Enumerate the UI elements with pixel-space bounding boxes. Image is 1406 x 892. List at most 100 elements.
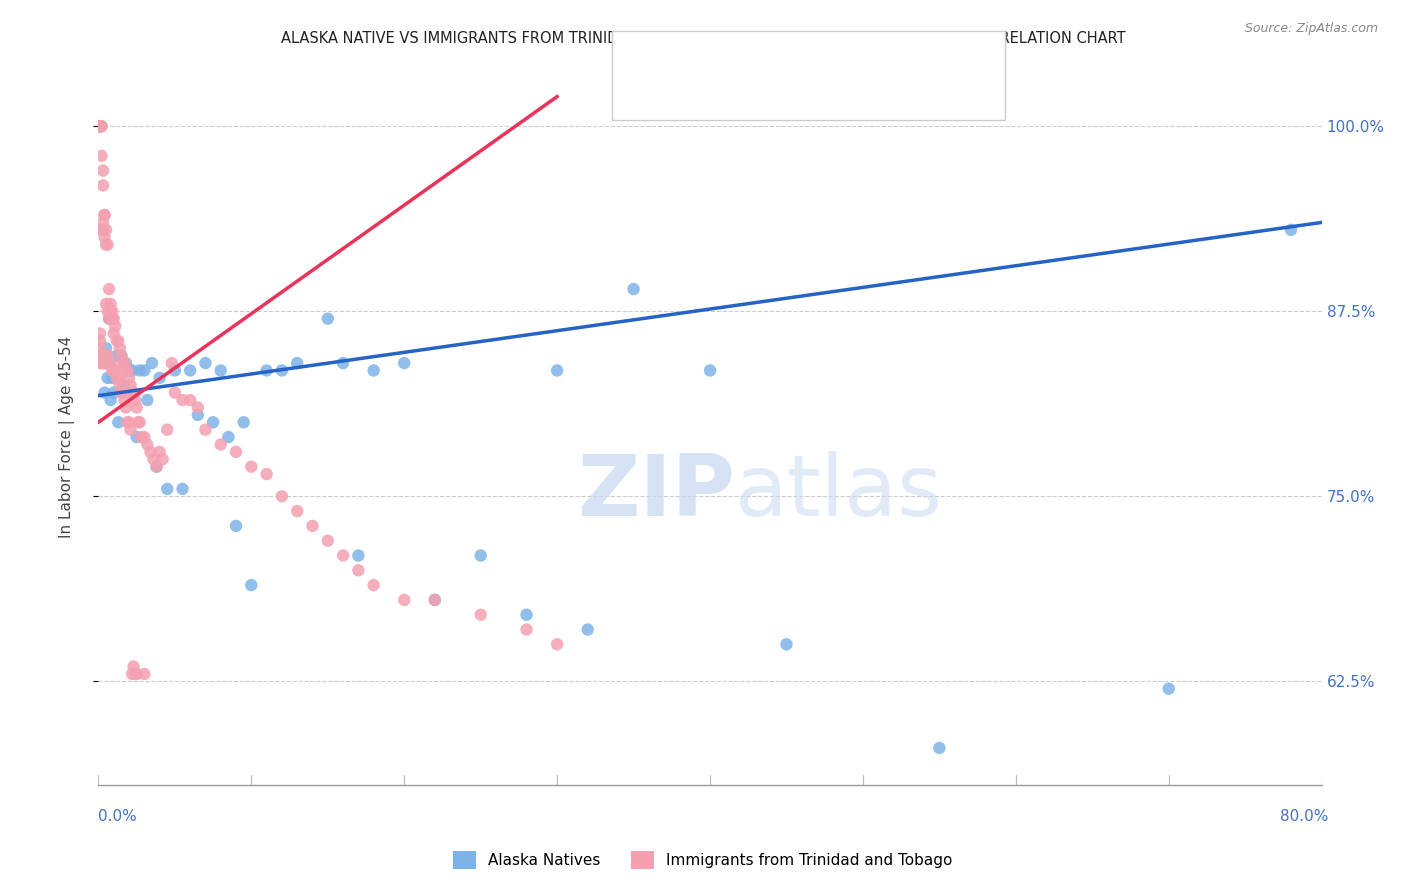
Point xyxy=(145,459,167,474)
Point xyxy=(89,119,111,133)
Point xyxy=(699,363,721,377)
Point xyxy=(89,119,111,133)
Point xyxy=(103,363,125,377)
Text: ■: ■ xyxy=(623,44,641,63)
Text: 0.0%: 0.0% xyxy=(98,809,138,823)
Point xyxy=(125,430,148,444)
Point xyxy=(94,223,117,237)
Point xyxy=(89,349,111,363)
Text: 80.0%: 80.0% xyxy=(1281,809,1329,823)
Point xyxy=(179,363,201,377)
Y-axis label: In Labor Force | Age 45-54: In Labor Force | Age 45-54 xyxy=(59,336,75,538)
Point xyxy=(104,363,127,377)
Point xyxy=(98,356,121,370)
Point xyxy=(139,445,162,459)
Point xyxy=(163,363,186,377)
Point xyxy=(1157,681,1180,696)
Point xyxy=(122,385,145,400)
Point xyxy=(89,341,111,355)
Point xyxy=(89,326,111,341)
Point xyxy=(134,363,156,377)
Point xyxy=(90,119,112,133)
Point xyxy=(118,415,141,429)
Point xyxy=(91,215,114,229)
Point xyxy=(94,237,117,252)
Point xyxy=(101,311,124,326)
Point xyxy=(89,119,111,133)
Point xyxy=(128,415,150,429)
Point xyxy=(100,393,122,408)
Point xyxy=(107,371,129,385)
Point xyxy=(285,356,308,370)
Point xyxy=(97,349,120,363)
Point xyxy=(93,230,115,244)
Point xyxy=(392,356,416,370)
Point xyxy=(179,393,201,408)
Point xyxy=(256,363,278,377)
Point xyxy=(112,393,135,408)
Point xyxy=(93,208,115,222)
Point xyxy=(103,385,125,400)
Point xyxy=(90,349,112,363)
Text: ZIP: ZIP xyxy=(576,451,734,534)
Point xyxy=(194,356,217,370)
Point xyxy=(89,119,111,133)
Point xyxy=(134,430,156,444)
Point xyxy=(149,445,172,459)
Point xyxy=(101,363,124,377)
Point xyxy=(301,519,323,533)
Point xyxy=(98,282,121,296)
Text: atlas: atlas xyxy=(734,451,942,534)
Point xyxy=(240,459,263,474)
Point xyxy=(149,371,172,385)
Point xyxy=(347,563,370,577)
Point xyxy=(121,667,143,681)
Point xyxy=(163,385,186,400)
Point xyxy=(120,423,142,437)
Point xyxy=(145,459,167,474)
Point xyxy=(1279,223,1302,237)
Point xyxy=(105,371,128,385)
Text: R = 0.220   N = 115: R = 0.220 N = 115 xyxy=(643,78,824,95)
Point xyxy=(89,356,111,370)
Point xyxy=(101,371,124,385)
Point xyxy=(89,119,111,133)
Point xyxy=(125,667,148,681)
Point xyxy=(623,282,645,296)
Point xyxy=(118,371,141,385)
Point xyxy=(209,437,232,451)
Point xyxy=(152,452,174,467)
Point xyxy=(97,237,120,252)
Point xyxy=(91,349,114,363)
Point xyxy=(270,363,292,377)
Point xyxy=(124,393,146,408)
Point xyxy=(115,401,138,415)
Point xyxy=(111,385,134,400)
Point xyxy=(117,363,139,377)
Point xyxy=(93,208,115,222)
Point xyxy=(91,356,114,370)
Point xyxy=(94,356,117,370)
Point xyxy=(111,378,134,392)
Text: Source: ZipAtlas.com: Source: ZipAtlas.com xyxy=(1244,22,1378,36)
Point xyxy=(122,659,145,673)
Point xyxy=(100,356,122,370)
Point xyxy=(156,482,179,496)
Point xyxy=(101,304,124,318)
Point xyxy=(103,311,125,326)
Point xyxy=(120,378,142,392)
Point xyxy=(111,356,134,370)
Point xyxy=(363,363,385,377)
Point xyxy=(108,378,131,392)
Point xyxy=(546,637,568,651)
Point xyxy=(136,393,159,408)
Point xyxy=(89,119,111,133)
Point xyxy=(104,319,127,334)
Text: ■: ■ xyxy=(623,77,641,96)
Point xyxy=(89,119,111,133)
Point xyxy=(392,593,416,607)
Point xyxy=(94,341,117,355)
Point xyxy=(160,356,183,370)
Point xyxy=(225,445,247,459)
Point xyxy=(121,385,143,400)
